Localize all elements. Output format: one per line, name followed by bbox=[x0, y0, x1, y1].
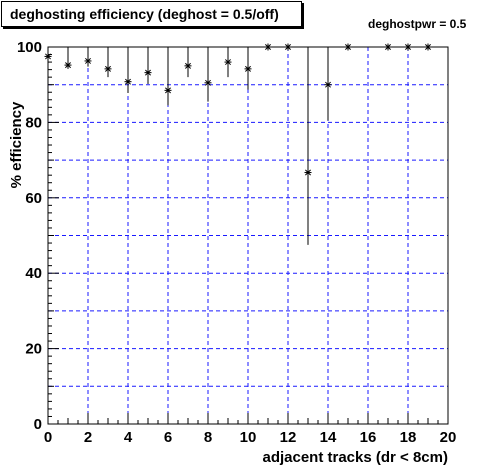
marker-stroke bbox=[105, 65, 111, 72]
marker-stroke bbox=[345, 44, 351, 50]
data-point bbox=[384, 43, 392, 51]
data-point bbox=[284, 43, 292, 51]
chart-title: deghosting efficiency (deghost = 0.5/off… bbox=[1, 1, 302, 27]
data-point bbox=[264, 43, 272, 51]
marker-stroke bbox=[125, 78, 131, 85]
data-point bbox=[144, 47, 152, 84]
marker-stroke bbox=[285, 44, 291, 50]
x-tick-label: 8 bbox=[204, 429, 212, 446]
x-tick-label: 14 bbox=[320, 429, 337, 446]
data-point bbox=[204, 47, 212, 102]
y-axis-title: % efficiency bbox=[8, 101, 25, 188]
data-point bbox=[324, 47, 332, 121]
data-point bbox=[84, 47, 92, 67]
y-tick-label: 0 bbox=[34, 416, 42, 433]
data-point bbox=[64, 47, 72, 69]
marker-stroke bbox=[65, 62, 71, 69]
data-point bbox=[224, 47, 232, 78]
x-tick-label: 0 bbox=[44, 429, 52, 446]
marker-stroke bbox=[425, 44, 431, 50]
marker-stroke bbox=[145, 69, 151, 76]
x-tick-label: 20 bbox=[440, 429, 457, 446]
grid-lines bbox=[48, 47, 448, 424]
marker-stroke bbox=[185, 62, 191, 69]
marker-stroke bbox=[45, 53, 51, 60]
marker-stroke bbox=[245, 65, 251, 72]
y-tick-label: 80 bbox=[25, 114, 42, 131]
y-tick-label: 40 bbox=[25, 265, 42, 282]
marker-stroke bbox=[225, 59, 231, 66]
x-axis-title: adjacent tracks (dr < 8cm) bbox=[262, 449, 448, 466]
data-point bbox=[164, 47, 172, 106]
data-point bbox=[404, 43, 412, 51]
x-tick-label: 10 bbox=[240, 429, 257, 446]
marker-stroke bbox=[265, 44, 271, 50]
marker-stroke bbox=[85, 57, 91, 64]
data-point bbox=[304, 47, 312, 245]
x-tick-label: 4 bbox=[124, 429, 133, 446]
data-series bbox=[44, 43, 432, 245]
data-point bbox=[124, 47, 132, 93]
axis-ticks bbox=[47, 46, 449, 425]
y-tick-label: 100 bbox=[17, 39, 42, 56]
data-point bbox=[44, 47, 52, 60]
x-tick-label: 6 bbox=[164, 429, 172, 446]
marker-stroke bbox=[405, 44, 411, 50]
marker-stroke bbox=[325, 81, 331, 88]
x-tick-label: 12 bbox=[280, 429, 297, 446]
y-tick-label: 20 bbox=[25, 341, 42, 358]
x-tick-label: 2 bbox=[84, 429, 92, 446]
marker-stroke bbox=[205, 79, 211, 86]
marker-stroke bbox=[165, 87, 171, 94]
data-point bbox=[104, 47, 112, 78]
y-tick-label: 60 bbox=[25, 190, 42, 207]
marker-stroke bbox=[385, 44, 391, 50]
data-point bbox=[344, 43, 352, 51]
data-point bbox=[184, 47, 192, 78]
x-tick-label: 16 bbox=[360, 429, 377, 446]
annotation-label: deghostpwr = 0.5 bbox=[368, 17, 467, 31]
tick-labels: 0 2 4 6 8 10 12 14 16 18 20 0 20 40 60 80 100 bbox=[17, 39, 456, 446]
x-tick-label: 18 bbox=[400, 429, 417, 446]
marker-stroke bbox=[305, 169, 311, 176]
data-point bbox=[424, 43, 432, 51]
data-point bbox=[244, 47, 252, 90]
